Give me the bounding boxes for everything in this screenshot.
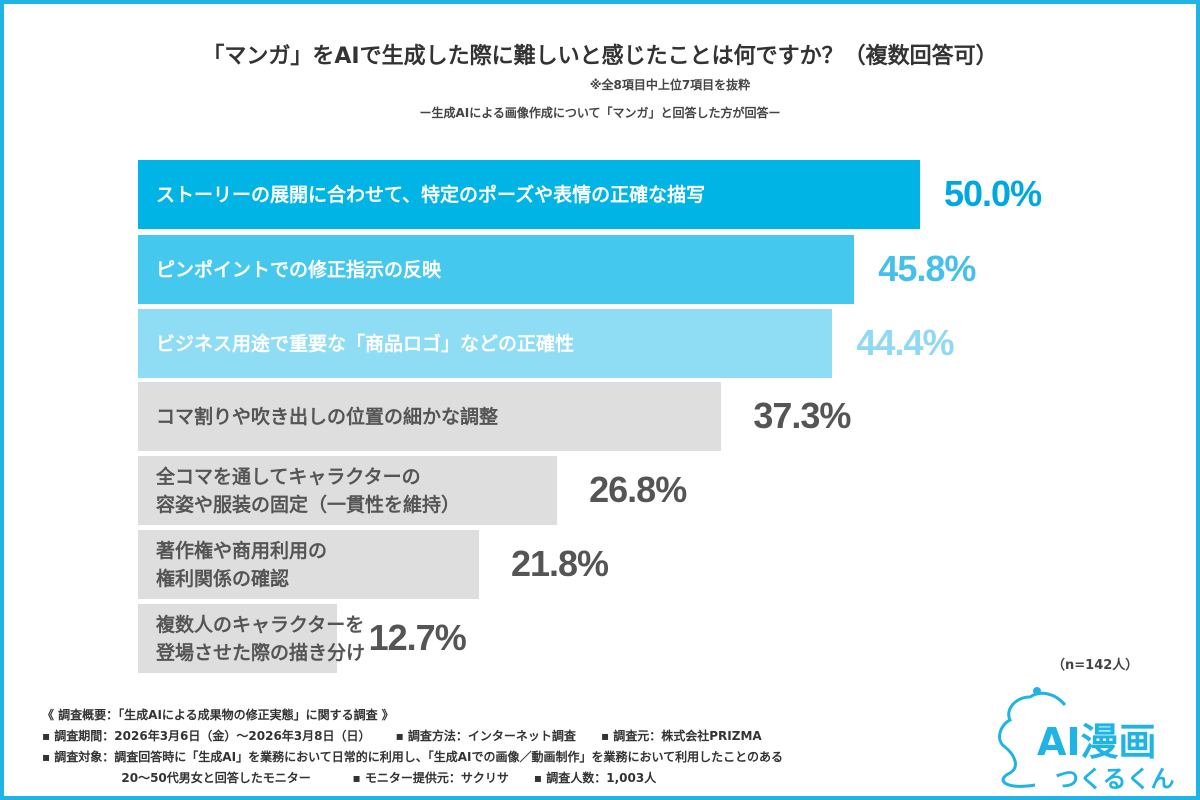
value-label: 50.0% <box>944 173 1042 214</box>
bar: 複数人のキャラクターを 登場させた際の描き分け <box>138 604 365 673</box>
brand-logo: AI漫画 つくるくん <box>998 687 1175 793</box>
category-label: ビジネス用途で重要な「商品ロゴ」などの正確性 <box>156 332 575 355</box>
subtitle-target: ー生成AIによる画像作成について「マンガ」と回答した方が回答ー <box>419 106 781 120</box>
value-label: 44.4% <box>856 322 954 363</box>
bar: コマ割りや吹き出しの位置の細かな調整 <box>138 382 722 451</box>
bar: ビジネス用途で重要な「商品ロゴ」などの正確性 <box>138 309 833 378</box>
note-line: 20〜50代男女と回答したモニター ▪ モニター提供元：サクリサ ▪ 調査人数：… <box>42 771 657 785</box>
category-label: ピンポイントでの修正指示の反映 <box>156 258 442 281</box>
value-label: 26.8% <box>589 469 687 510</box>
value-label: 45.8% <box>878 248 976 289</box>
category-label: 全コマを通してキャラクターの 容姿や服装の固定（一貫性を維持） <box>156 465 461 516</box>
value-label: 21.8% <box>510 543 609 584</box>
note-line: 《 調査概要：「生成AIによる成果物の修正実態」に関する調査 》 <box>42 708 394 722</box>
bar: 全コマを通してキャラクターの 容姿や服装の固定（一貫性を維持） <box>138 456 558 525</box>
chart-title: 「マンガ」をAIで生成した際に難しいと感じたことは何ですか？（複数回答可） <box>202 44 998 69</box>
note-line: ▪ 調査対象：調査回答時に「生成AI」を業務において日常的に利用し、「生成AIで… <box>42 750 783 764</box>
sample-size: （n=142人） <box>1052 658 1139 673</box>
svg-text:AI漫画: AI漫画 <box>1037 720 1157 764</box>
category-label: コマ割りや吹き出しの位置の細かな調整 <box>156 405 499 428</box>
subtitle-note: ※全8項目中上位7項目を抜粋 <box>589 78 751 92</box>
category-label: ストーリーの展開に合わせて、特定のポーズや表情の正確な描写 <box>156 183 706 206</box>
value-label: 12.7% <box>368 617 467 658</box>
value-label: 37.3% <box>753 395 851 436</box>
category-label: 複数人のキャラクターを 登場させた際の描き分け <box>156 613 366 664</box>
survey-notes: 《 調査概要：「生成AIによる成果物の修正実態」に関する調査 》 ▪ 調査期間：… <box>42 705 783 789</box>
bar: 著作権や商用利用の 権利関係の確認 <box>138 530 479 599</box>
category-label: 著作権や商用利用の 権利関係の確認 <box>156 539 328 590</box>
bar: ピンポイントでの修正指示の反映 <box>138 235 855 304</box>
svg-text:つくるくん: つくるくん <box>1055 765 1175 793</box>
note-line: ▪ 調査期間：2026年3月6日（金）〜2026年3月8日（日） ▪ 調査方法：… <box>42 729 762 743</box>
bar: ストーリーの展開に合わせて、特定のポーズや表情の正確な描写 <box>138 160 920 229</box>
